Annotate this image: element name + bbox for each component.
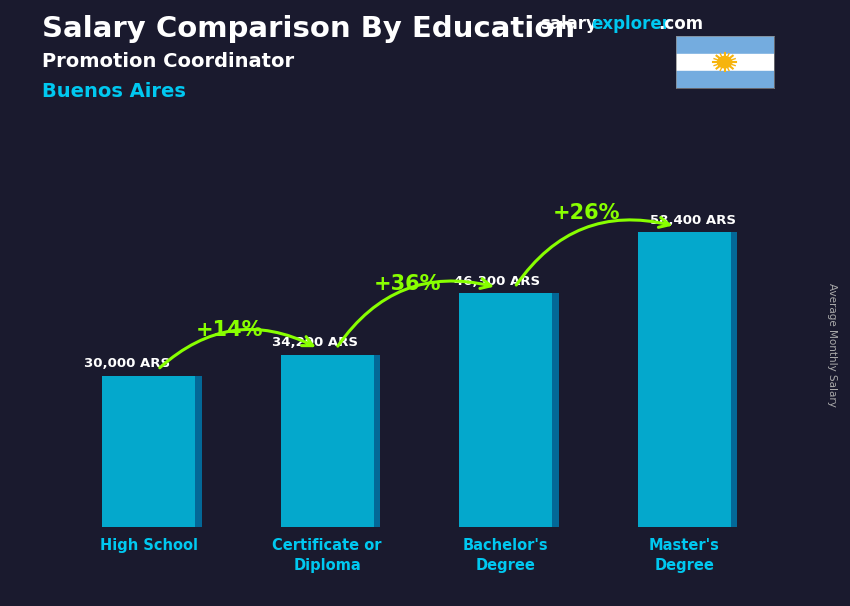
Text: 58,400 ARS: 58,400 ARS [650, 214, 736, 227]
Bar [280, 355, 374, 527]
Text: Salary Comparison By Education: Salary Comparison By Education [42, 15, 575, 43]
Text: .com: .com [658, 15, 703, 33]
Bar [196, 376, 201, 527]
Text: Promotion Coordinator: Promotion Coordinator [42, 52, 295, 70]
Text: salary: salary [540, 15, 597, 33]
Bar [731, 232, 737, 527]
Text: 30,000 ARS: 30,000 ARS [84, 358, 170, 370]
Text: 34,200 ARS: 34,200 ARS [272, 336, 358, 349]
Text: +26%: +26% [552, 202, 620, 222]
Circle shape [717, 56, 732, 68]
Bar [638, 232, 731, 527]
Text: Average Monthly Salary: Average Monthly Salary [827, 284, 837, 407]
Text: Buenos Aires: Buenos Aires [42, 82, 186, 101]
Bar [374, 355, 380, 527]
Bar [676, 53, 774, 71]
Bar [676, 36, 774, 53]
Text: explorer: explorer [591, 15, 670, 33]
Text: 46,300 ARS: 46,300 ARS [454, 275, 540, 288]
Text: +14%: +14% [196, 320, 263, 341]
Bar [676, 71, 774, 88]
Text: +36%: +36% [374, 274, 441, 294]
Bar [102, 376, 196, 527]
Bar [459, 293, 552, 527]
Bar [552, 293, 558, 527]
